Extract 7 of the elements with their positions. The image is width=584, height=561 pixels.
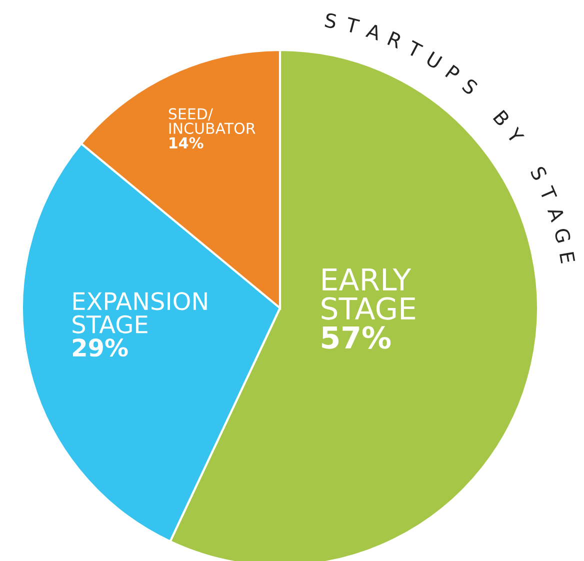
slice-label: EARLY STAGE [322,268,416,320]
slice-label: SEED/ INCUBATOR [168,108,256,134]
data-label: 14% [170,137,204,149]
data-label: 57% [322,326,391,349]
data-label: 29% [72,338,128,357]
slice-label: EXPANSION STAGE [72,292,207,334]
chart-title: STARTUPS BY STAGE [324,12,576,264]
